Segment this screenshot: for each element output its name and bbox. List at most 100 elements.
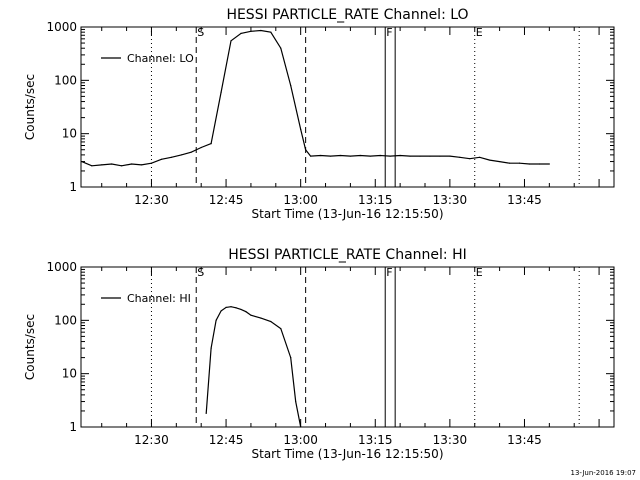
data-point [160,158,163,160]
data-point [91,165,93,167]
plot-frame [80,26,615,188]
y-axis-label: Counts/sec [23,74,37,140]
data-point [339,154,342,157]
data-point [310,155,312,157]
plot-frame [80,266,615,428]
x-tick-label: 13:30 [433,193,468,207]
data-point [300,426,302,428]
data-point [240,308,242,311]
data-point [548,163,550,165]
data-point [150,162,153,164]
legend-label: Channel: LO [127,52,194,65]
x-axis-label: Start Time (13-Jun-16 12:15:50) [252,207,444,221]
data-point [290,84,292,87]
data-point [230,40,232,42]
data-point [121,165,123,167]
x-tick-label: 13:15 [358,193,393,207]
data-point [101,164,103,166]
data-point [429,155,431,157]
marker-label: F [386,266,392,279]
data-point [250,314,252,316]
data-point [225,306,227,308]
marker-label: S [197,266,204,279]
data-point [170,156,172,158]
data-point [215,319,217,321]
marker-label: F [386,26,392,39]
data-point [449,155,451,157]
marker-label: E [476,26,483,39]
data-point [369,155,371,157]
y-tick-label: 10 [62,127,77,141]
data-point [270,320,272,323]
data-point [409,155,411,157]
data-point [111,163,113,165]
y-axis-label: Counts/sec [23,314,37,380]
x-tick-label: 12:45 [209,433,244,447]
chart-title: HESSI PARTICLE_RATE Channel: HI [228,247,466,263]
data-point [459,156,461,158]
data-point [210,143,212,145]
marker-label: S [197,26,204,39]
data-point [260,29,262,32]
data-point [469,158,471,160]
data-point [300,128,302,131]
data-point [81,160,83,163]
marker-label: E [476,266,483,279]
data-point [245,311,247,313]
data-point [528,163,531,165]
series-line [205,306,302,428]
data-point [329,155,332,157]
data-point [205,412,207,414]
data-point [489,159,491,161]
y-tick-label: 10 [62,367,77,381]
data-point [270,31,272,33]
data-point [389,155,391,157]
data-point [349,155,352,157]
x-tick-label: 12:30 [134,193,169,207]
data-point [180,154,182,156]
y-tick-label: 1000 [46,20,77,34]
data-point [305,149,307,151]
data-point [140,164,143,166]
x-tick-label: 12:30 [134,433,169,447]
data-point [419,155,421,157]
data-point [210,347,212,349]
data-point [379,154,381,157]
data-point [235,307,237,309]
footer-date: 13-Jun-2016 19:07 [570,469,637,477]
data-point [260,317,262,319]
y-tick-label: 100 [54,73,77,87]
x-tick-label: 12:45 [209,193,244,207]
data-point [240,32,242,34]
data-point [280,327,282,330]
data-point [538,163,540,165]
data-point [200,146,202,149]
x-tick-label: 13:45 [507,433,542,447]
data-point [499,160,501,163]
data-point [250,30,252,32]
data-point [280,47,282,49]
y-tick-label: 1 [69,180,77,194]
x-tick-label: 13:30 [433,433,468,447]
data-point [230,306,232,308]
chart-title: HESSI PARTICLE_RATE Channel: LO [226,7,468,23]
y-tick-label: 1 [69,420,77,434]
x-tick-label: 13:00 [283,193,318,207]
x-tick-label: 13:15 [358,433,393,447]
data-point [399,154,401,157]
series-line [81,29,550,167]
data-point [295,400,297,403]
data-point [439,155,441,157]
data-point [479,156,481,158]
data-point [518,162,521,164]
data-point [220,310,222,312]
y-tick-label: 100 [54,313,77,327]
data-point [508,162,511,164]
data-point [319,154,322,157]
data-point [220,91,222,93]
legend-label: Channel: HI [127,292,191,305]
y-tick-label: 1000 [46,260,77,274]
x-axis-label: Start Time (13-Jun-16 12:15:50) [252,447,444,461]
x-tick-label: 13:00 [283,433,318,447]
